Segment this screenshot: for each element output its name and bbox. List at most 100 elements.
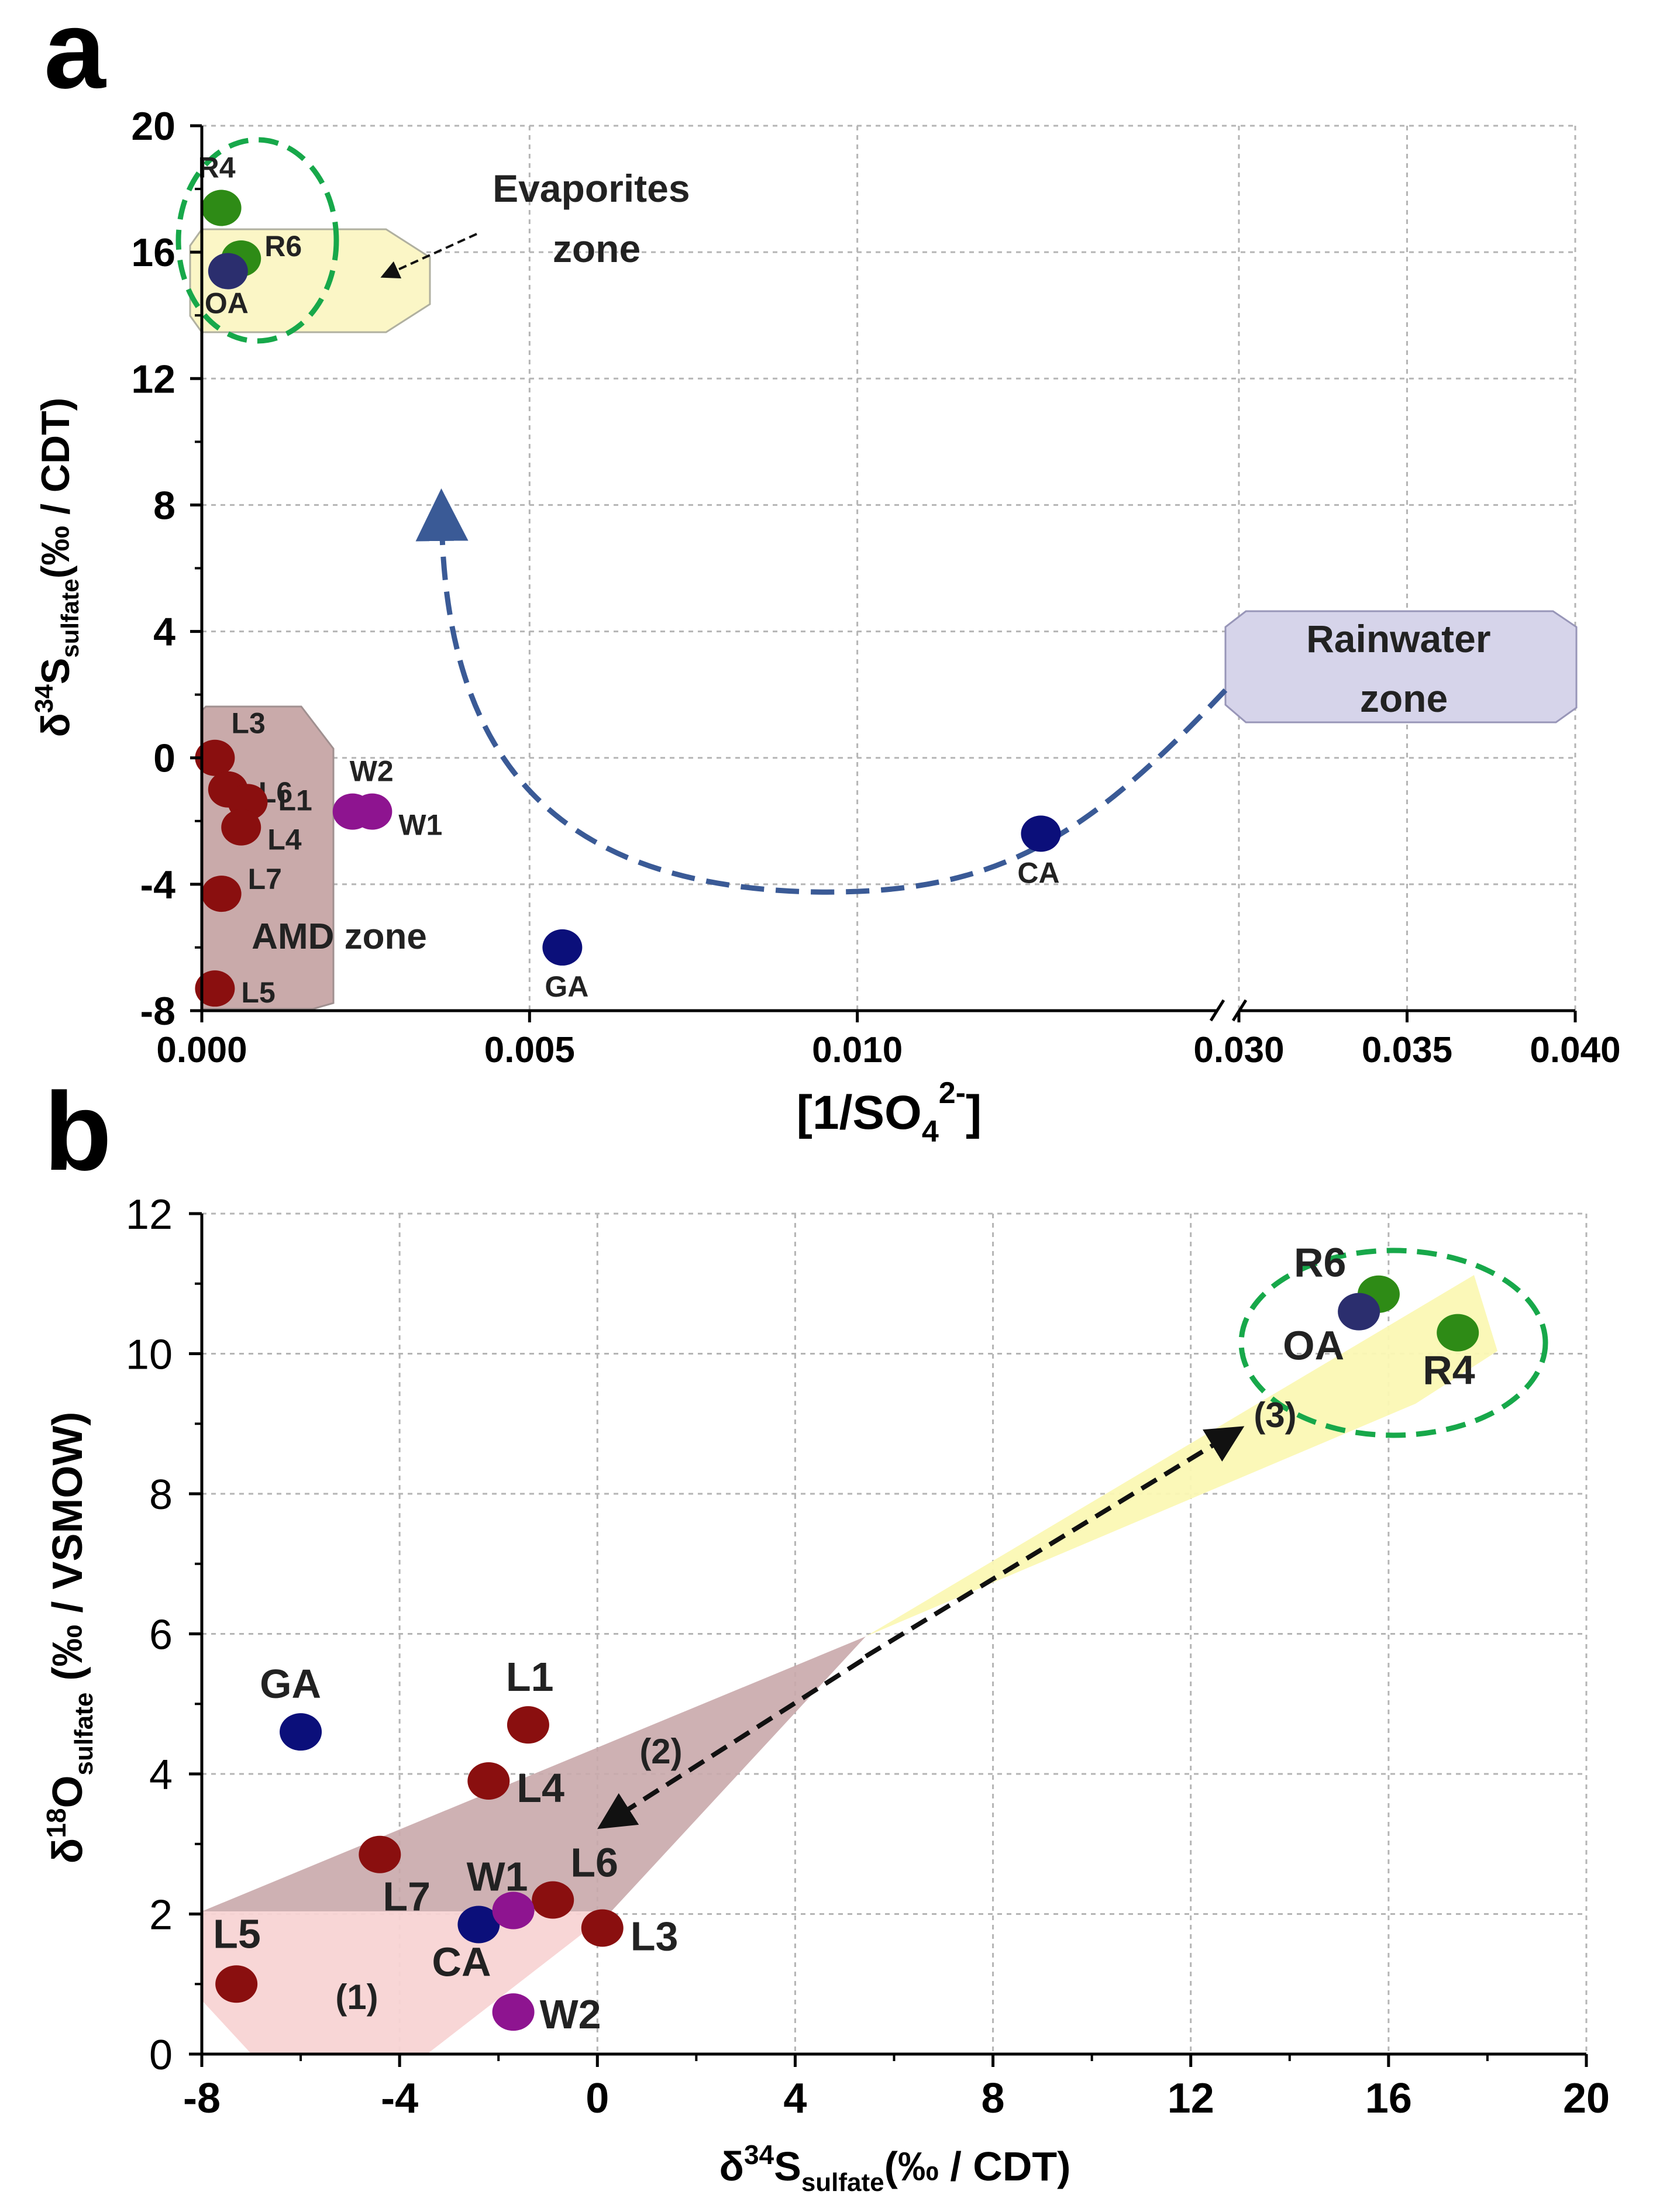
process-3-arrow <box>864 1426 1245 1659</box>
point-ca <box>457 1906 500 1944</box>
point-r4 <box>201 189 242 226</box>
panel-a-x-axis-label: [1/SO42-] <box>797 1076 982 1149</box>
point-label-w1: W1 <box>398 809 442 842</box>
x-tick-label: 0.040 <box>1530 1030 1620 1070</box>
point-label-r4: R4 <box>198 151 236 184</box>
process-1-label: (1) <box>335 1977 378 2017</box>
point-label-w1: W1 <box>467 1854 528 1900</box>
point-l3 <box>581 1909 624 1947</box>
point-l7 <box>359 1835 401 1873</box>
point-label-ca: CA <box>1017 856 1059 889</box>
y-tick-label: 12 <box>131 357 175 401</box>
y-tick-label: 10 <box>126 1332 173 1379</box>
evaporite-cluster-ellipse <box>175 137 339 344</box>
x-tick-label: 0.010 <box>812 1030 903 1070</box>
point-label-l4: L4 <box>517 1765 564 1811</box>
point-l7 <box>201 876 242 912</box>
panel-a-ticks: -8 -4 0 4 8 12 16 20 0.000 0.005 0.010 0.030 0.035 0.… <box>131 104 1620 1070</box>
y-tick-label: 0 <box>149 2032 173 2079</box>
point-l5 <box>215 1965 258 2003</box>
panel-b: b R6 R4 OA GA CA L1 L4 L7 L6 L3 L5 W1 W2 0 2 4 6 8 10 12 -8… <box>41 1070 1610 2197</box>
point-label-ga: GA <box>260 1661 321 1707</box>
panel-b-points: R6 R4 OA GA CA L1 L4 L7 L6 L3 L5 W1 W2 <box>213 1240 1479 2037</box>
process-2-label: (2) <box>639 1732 682 1771</box>
x-tick-label: -4 <box>381 2075 418 2122</box>
y-tick-label: 12 <box>126 1191 173 1238</box>
point-l3 <box>195 739 235 776</box>
point-label-ga: GA <box>545 970 588 1003</box>
point-ga <box>542 929 583 966</box>
point-label-l1: L1 <box>506 1654 554 1700</box>
rainwater-mixing-arrow <box>415 488 1228 895</box>
x-tick-label: 8 <box>982 2075 1005 2122</box>
point-label-l5: L5 <box>241 976 275 1009</box>
point-label-l3: L3 <box>631 1913 679 1959</box>
point-label-l4: L4 <box>267 824 302 856</box>
y-tick-label: 0 <box>153 736 175 781</box>
amd-zone-label: AMD zone <box>252 917 427 957</box>
x-tick-label: 0.000 <box>156 1030 247 1070</box>
x-tick-label: 12 <box>1168 2075 1214 2122</box>
process-3-zone <box>866 1275 1497 1636</box>
point-label-l1: L1 <box>278 784 312 816</box>
point-oa <box>1338 1293 1380 1331</box>
y-tick-label: 16 <box>131 230 175 275</box>
process-2-arrow <box>597 1658 865 1829</box>
point-l1 <box>507 1706 549 1744</box>
y-tick-label: 4 <box>153 610 175 654</box>
point-w1 <box>352 793 392 830</box>
panel-b-x-axis-label: δ34Ssulfate(‰ / CDT) <box>719 2139 1071 2197</box>
x-tick-label: -8 <box>183 2075 221 2122</box>
x-tick-label: 0.035 <box>1362 1030 1452 1070</box>
point-l4 <box>221 809 261 846</box>
evaporites-pointer-arrow <box>380 233 477 278</box>
process-3-label: (3) <box>1254 1396 1296 1435</box>
y-tick-label: 8 <box>149 1472 173 1518</box>
x-tick-label: 4 <box>783 2075 807 2122</box>
point-label-l3: L3 <box>231 707 265 740</box>
point-label-l6: L6 <box>570 1840 618 1886</box>
x-tick-label: 20 <box>1563 2075 1610 2122</box>
river-cluster-ellipse <box>1238 1248 1548 1438</box>
rainwater-zone-label: Rainwater zone <box>1306 617 1502 720</box>
y-tick-label: 8 <box>153 483 175 528</box>
process-1-zone <box>202 1911 611 2054</box>
point-r4 <box>1437 1314 1479 1352</box>
rainwater-zone <box>1224 610 1578 723</box>
point-label-r6: R6 <box>264 230 302 263</box>
axis-break-mark <box>1209 999 1225 1022</box>
point-label-l5: L5 <box>213 1911 261 1956</box>
panel-b-y-axis-label: δ18Osulfate (‰ / VSMOW) <box>41 1412 98 1864</box>
y-tick-label: -8 <box>140 989 175 1033</box>
point-w2 <box>492 1993 535 2031</box>
point-label-oa: OA <box>1283 1323 1344 1369</box>
y-tick-label: 2 <box>149 1892 173 1939</box>
panel-a-letter: a <box>44 0 106 112</box>
point-l5 <box>195 970 235 1007</box>
point-oa <box>208 253 248 290</box>
x-tick-label: 0.005 <box>484 1030 575 1070</box>
point-label-w2: W2 <box>350 755 394 788</box>
x-tick-label: 16 <box>1365 2075 1412 2122</box>
point-l6 <box>532 1881 574 1919</box>
panel-b-ticks: 0 2 4 6 8 10 12 -8 -4 0 4 8 12 16 20 <box>126 1191 1610 2122</box>
point-w1 <box>492 1891 535 1930</box>
point-l4 <box>467 1762 510 1800</box>
point-ga <box>280 1713 322 1751</box>
panel-a-y-axis-label: δ34Ssulfate(‰ / CDT) <box>30 398 84 738</box>
x-tick-label: 0.030 <box>1193 1030 1284 1070</box>
point-label-oa: OA <box>205 287 249 320</box>
axis-break-mark <box>1231 999 1248 1022</box>
y-tick-label: 6 <box>149 1612 173 1659</box>
y-tick-label: -4 <box>140 863 176 907</box>
point-label-l7: L7 <box>383 1874 431 1920</box>
y-tick-label: 20 <box>131 104 175 149</box>
y-tick-label: 4 <box>149 1752 173 1798</box>
panel-b-letter: b <box>44 1070 112 1194</box>
point-label-w2: W2 <box>540 1992 601 2037</box>
evaporites-zone-label: Evaporites zone <box>493 167 701 270</box>
point-label-l7: L7 <box>248 863 282 895</box>
point-label-r6: R6 <box>1294 1240 1346 1286</box>
